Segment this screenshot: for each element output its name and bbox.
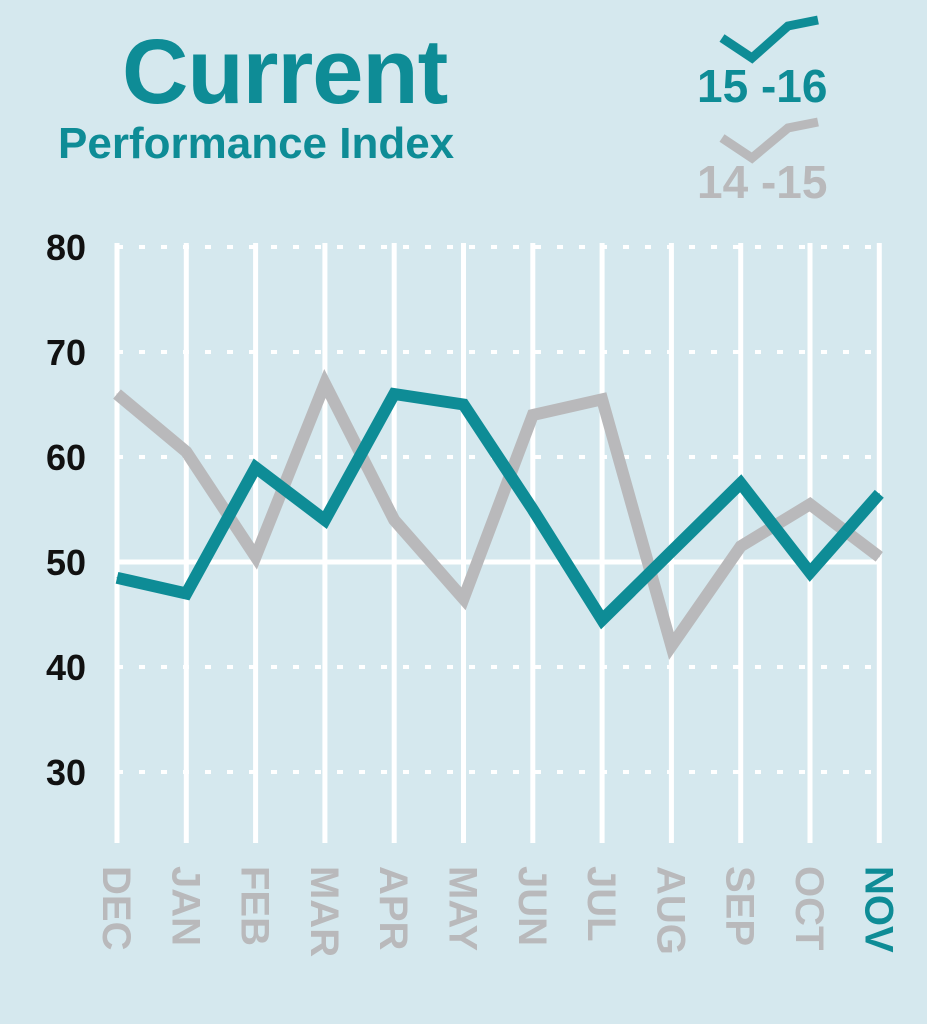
legend-label-15-16: 15 -16 xyxy=(697,60,827,112)
data-point xyxy=(601,398,603,400)
x-tick-label: DEC xyxy=(94,866,138,950)
chart-series xyxy=(113,368,884,660)
x-tick-label: JUN xyxy=(510,866,554,946)
y-tick-label: 60 xyxy=(46,437,86,478)
chart-grid xyxy=(114,243,882,843)
check-line-icon xyxy=(719,117,819,164)
data-point xyxy=(463,598,464,600)
data-point xyxy=(393,519,395,521)
data-point xyxy=(255,467,257,468)
data-point xyxy=(740,482,742,484)
legend: 15 -16 14 -15 xyxy=(697,15,827,208)
data-point xyxy=(185,451,187,453)
x-tick-label: JAN xyxy=(163,866,207,946)
data-point xyxy=(670,645,672,647)
chart-subtitle: Performance Index xyxy=(58,119,455,168)
y-tick-label: 70 xyxy=(46,332,86,373)
data-point xyxy=(255,556,257,558)
data-point xyxy=(532,509,534,510)
data-point xyxy=(878,493,880,495)
series-line-15-16 xyxy=(115,387,884,630)
x-tick-label: NOV xyxy=(856,866,900,953)
data-point xyxy=(809,503,811,505)
x-axis: DEC JAN FEB MAR APR MAY JUN JUL AUG SEP OCT NOV xyxy=(94,866,900,957)
data-point xyxy=(878,556,880,558)
y-tick-label: 80 xyxy=(46,227,86,268)
data-point xyxy=(116,393,118,395)
chart-title: Current xyxy=(122,21,448,123)
data-point xyxy=(532,414,534,416)
y-tick-label: 40 xyxy=(46,647,86,688)
x-tick-label: JUL xyxy=(579,866,623,942)
data-point xyxy=(324,519,326,521)
data-point xyxy=(601,619,603,621)
x-tick-label: FEB xyxy=(233,866,277,946)
x-tick-label: MAR xyxy=(302,866,346,957)
series-line-14-15 xyxy=(113,368,883,660)
y-tick-label: 50 xyxy=(46,542,86,583)
y-axis: 30 40 50 60 70 80 xyxy=(46,227,86,793)
x-tick-label: OCT xyxy=(787,866,831,950)
y-tick-label: 30 xyxy=(46,752,86,793)
data-point xyxy=(185,593,187,594)
x-tick-label: SEP xyxy=(718,866,762,946)
data-point xyxy=(116,577,118,579)
legend-label-14-15: 14 -15 xyxy=(697,156,827,208)
check-line-icon xyxy=(719,15,819,64)
data-point xyxy=(463,404,464,405)
data-point xyxy=(324,383,326,384)
data-point xyxy=(393,393,395,395)
x-tick-label: APR xyxy=(371,866,415,951)
x-tick-label: AUG xyxy=(648,866,692,955)
data-point xyxy=(740,545,742,547)
data-point xyxy=(670,551,672,552)
data-point xyxy=(809,572,811,573)
x-tick-label: MAY xyxy=(441,866,485,952)
